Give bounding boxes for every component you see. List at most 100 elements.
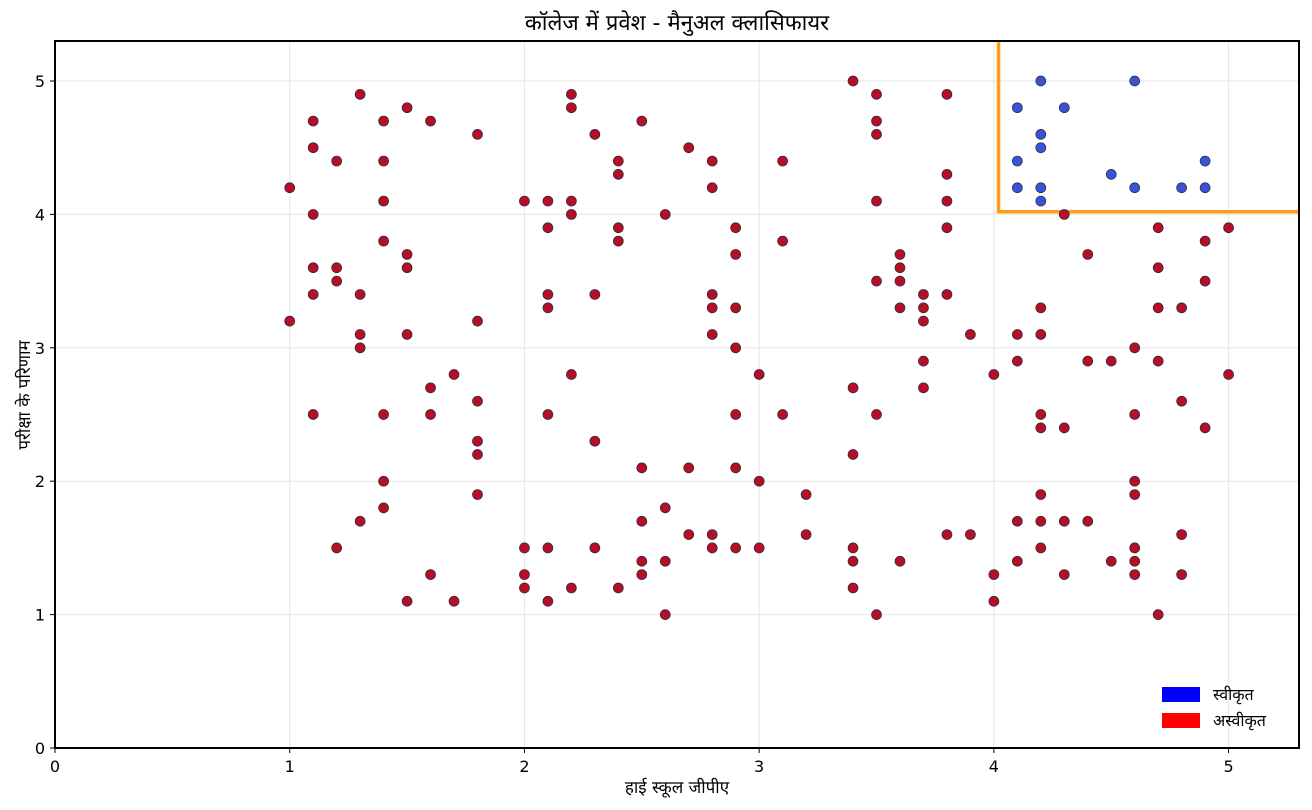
rejected-point: [1129, 569, 1141, 580]
rejected-point: [988, 369, 1000, 380]
rejected-point: [331, 155, 343, 167]
rejected-point: [965, 329, 976, 340]
rejected-point: [331, 542, 343, 554]
rejected-point: [1105, 355, 1117, 367]
rejected-point: [1105, 555, 1117, 567]
legend-swatch-accepted: [1162, 687, 1200, 702]
rejected-point: [589, 129, 601, 140]
rejected-point: [566, 89, 577, 100]
data-points: [284, 75, 1234, 620]
x-tick-label: 1: [285, 757, 295, 776]
rejected-point: [753, 475, 765, 487]
rejected-point: [519, 542, 530, 554]
rejected-point: [1035, 489, 1047, 500]
rejected-point: [519, 569, 530, 580]
rejected-point: [378, 502, 389, 514]
rejected-point: [401, 595, 413, 607]
rejected-point: [871, 409, 882, 420]
y-tick-label: 3: [35, 339, 45, 358]
rejected-point: [354, 329, 366, 340]
y-tick-label: 1: [35, 606, 45, 625]
rejected-point: [636, 462, 648, 474]
rejected-point: [918, 355, 929, 367]
y-tick-label: 5: [35, 72, 45, 91]
accepted-point: [1035, 75, 1047, 87]
legend-label-accepted: स्वीकृत: [1213, 685, 1255, 705]
rejected-point: [566, 369, 577, 380]
x-tick-label: 3: [754, 757, 764, 776]
accepted-point: [1058, 102, 1070, 114]
rejected-point: [1176, 302, 1187, 314]
rejected-point: [1129, 475, 1141, 487]
rejected-point: [331, 262, 343, 274]
rejected-point: [401, 102, 413, 114]
rejected-point: [871, 195, 882, 207]
rejected-point: [941, 195, 953, 207]
rejected-point: [472, 129, 483, 140]
rejected-point: [472, 449, 483, 460]
rejected-point: [448, 369, 460, 380]
rejected-point: [1152, 302, 1164, 314]
rejected-point: [1058, 569, 1070, 580]
y-axis-ticks: 0 1 2 3 4 5: [35, 72, 55, 758]
rejected-point: [941, 222, 953, 234]
rejected-point: [307, 115, 319, 127]
rejected-point: [871, 609, 882, 620]
rejected-point: [894, 275, 906, 287]
rejected-point: [894, 262, 906, 274]
rejected-point: [730, 249, 742, 260]
rejected-point: [753, 369, 765, 380]
rejected-point: [1152, 262, 1164, 274]
accepted-point: [1035, 142, 1047, 154]
rejected-point: [1058, 209, 1070, 220]
rejected-point: [378, 195, 389, 207]
rejected-point: [1152, 355, 1164, 367]
rejected-point: [307, 262, 319, 274]
rejected-point: [871, 115, 882, 127]
legend-swatch-rejected: [1162, 713, 1200, 728]
rejected-point: [1011, 555, 1023, 567]
rejected-point: [847, 542, 859, 554]
rejected-point: [448, 595, 460, 607]
rejected-point: [1035, 409, 1047, 420]
rejected-point: [941, 529, 953, 540]
decision-boundary-line: [996, 41, 1299, 214]
rejected-point: [566, 102, 577, 114]
rejected-point: [542, 595, 554, 607]
rejected-point: [918, 315, 929, 327]
rejected-point: [777, 409, 788, 420]
rejected-point: [566, 582, 577, 594]
rejected-point: [730, 342, 742, 354]
y-tick-label: 0: [35, 739, 45, 758]
rejected-point: [542, 542, 554, 554]
rejected-point: [354, 342, 366, 354]
rejected-point: [683, 142, 695, 154]
plot-frame: [54, 40, 1300, 749]
rejected-point: [307, 289, 319, 300]
rejected-point: [730, 222, 742, 234]
rejected-point: [1035, 542, 1047, 554]
rejected-point: [706, 289, 718, 300]
rejected-point: [1152, 609, 1164, 620]
rejected-point: [425, 382, 436, 394]
rejected-point: [1082, 249, 1094, 260]
rejected-point: [401, 329, 413, 340]
rejected-point: [636, 569, 648, 580]
rejected-point: [730, 542, 742, 554]
rejected-point: [354, 289, 366, 300]
x-tick-label: 4: [989, 757, 999, 776]
rejected-point: [542, 289, 554, 300]
rejected-point: [589, 289, 601, 300]
rejected-point: [378, 475, 389, 487]
rejected-point: [401, 262, 413, 274]
rejected-point: [777, 235, 788, 247]
rejected-point: [425, 115, 436, 127]
rejected-point: [800, 529, 812, 540]
rejected-point: [1082, 355, 1094, 367]
rejected-point: [284, 182, 296, 194]
rejected-point: [965, 529, 976, 540]
accepted-point: [1035, 129, 1047, 140]
rejected-point: [566, 195, 577, 207]
rejected-point: [378, 115, 389, 127]
